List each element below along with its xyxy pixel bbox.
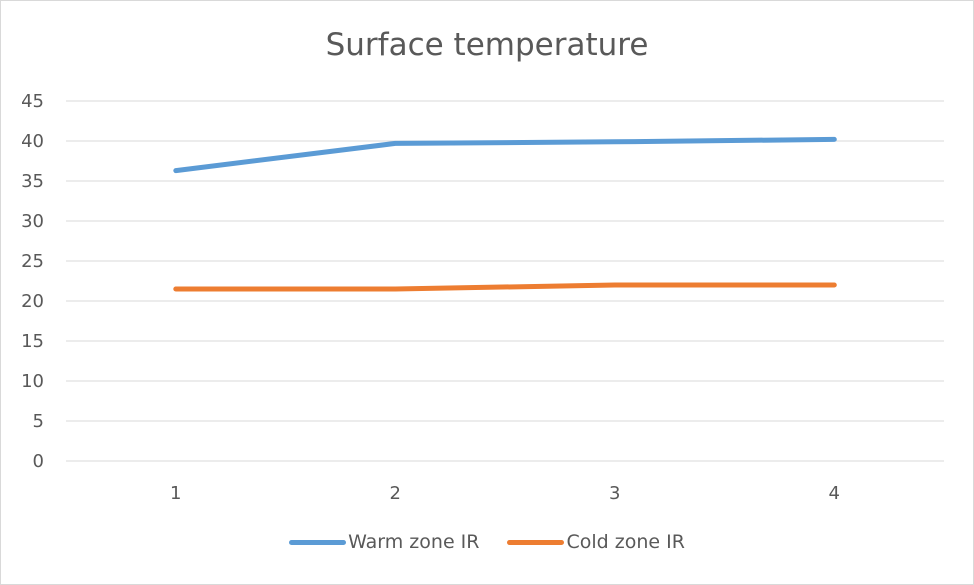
series-line-1 xyxy=(173,282,837,292)
y-axis-tick-labels: 0 5 10 15 20 25 30 35 40 45 xyxy=(21,91,44,472)
y-tick-label: 30 xyxy=(21,211,44,232)
chart-title: Surface temperature xyxy=(325,27,649,63)
x-tick-label: 2 xyxy=(390,483,401,504)
legend-item-cold: Cold zone IR xyxy=(507,531,685,553)
y-tick-label: 45 xyxy=(21,91,44,112)
series-line-0 xyxy=(173,136,837,174)
y-tick-label: 20 xyxy=(21,291,44,312)
y-tick-label: 10 xyxy=(21,371,44,392)
y-tick-label: 35 xyxy=(21,171,44,192)
plot-area: 0 5 10 15 20 25 30 35 40 45 1 2 3 4 xyxy=(21,91,944,504)
gridlines xyxy=(66,100,944,462)
legend-swatch-cold xyxy=(507,539,565,545)
legend-label-cold: Cold zone IR xyxy=(566,531,685,553)
y-tick-label: 15 xyxy=(21,331,44,352)
legend: Warm zone IR Cold zone IR xyxy=(1,531,973,553)
y-tick-label: 5 xyxy=(33,411,44,432)
series-lines xyxy=(173,136,837,292)
legend-item-warm: Warm zone IR xyxy=(289,531,479,553)
legend-label-warm: Warm zone IR xyxy=(348,531,480,553)
y-tick-label: 40 xyxy=(21,131,44,152)
x-tick-label: 1 xyxy=(170,483,181,504)
y-tick-label: 25 xyxy=(21,251,44,272)
x-axis-tick-labels: 1 2 3 4 xyxy=(170,483,840,504)
y-tick-label: 0 xyxy=(33,451,44,472)
x-tick-label: 3 xyxy=(609,483,620,504)
x-tick-label: 4 xyxy=(829,483,840,504)
legend-swatch-warm xyxy=(289,539,347,545)
